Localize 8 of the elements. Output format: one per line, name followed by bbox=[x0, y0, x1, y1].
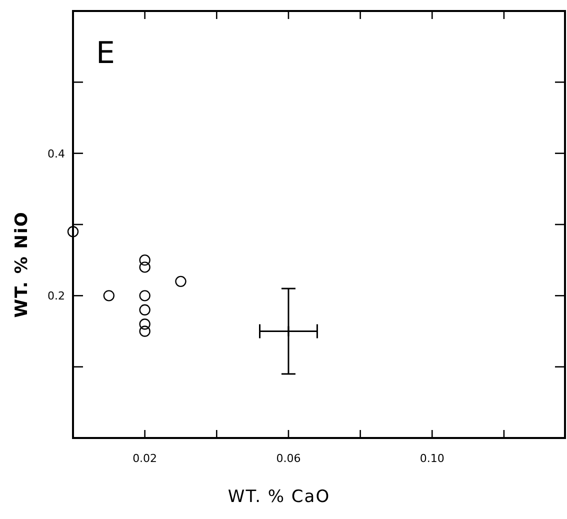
y-tick-label: 0.4 bbox=[48, 147, 65, 160]
x-tick-label: 0.10 bbox=[420, 452, 444, 465]
y-tick-label: 0.2 bbox=[48, 290, 65, 303]
y-axis-title: WT. % NiO bbox=[12, 211, 32, 318]
x-tick-label: 0.06 bbox=[276, 452, 301, 465]
x-tick-label: 0.02 bbox=[132, 452, 158, 465]
x-axis-title: WT. % CaO bbox=[228, 487, 330, 507]
annotation: E bbox=[96, 36, 115, 71]
